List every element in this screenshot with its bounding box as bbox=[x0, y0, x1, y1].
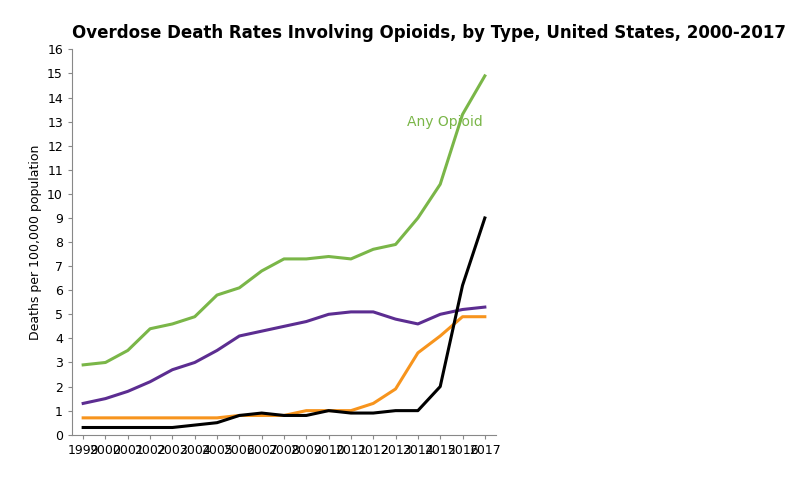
Text: Any Opioid: Any Opioid bbox=[406, 116, 482, 129]
Y-axis label: Deaths per 100,000 population: Deaths per 100,000 population bbox=[29, 144, 42, 340]
Text: Commonly Prescribed Opioids
(Natural & Semi-Synthetic Opioids and Methadone): Commonly Prescribed Opioids (Natural & S… bbox=[0, 493, 1, 494]
Text: Other Synthetic Opioids
(e.g., fentanyl, tramadol): Other Synthetic Opioids (e.g., fentanyl,… bbox=[0, 493, 1, 494]
Text: Heroin: Heroin bbox=[0, 493, 1, 494]
Text: Overdose Death Rates Involving Opioids, by Type, United States, 2000-2017: Overdose Death Rates Involving Opioids, … bbox=[72, 24, 786, 42]
